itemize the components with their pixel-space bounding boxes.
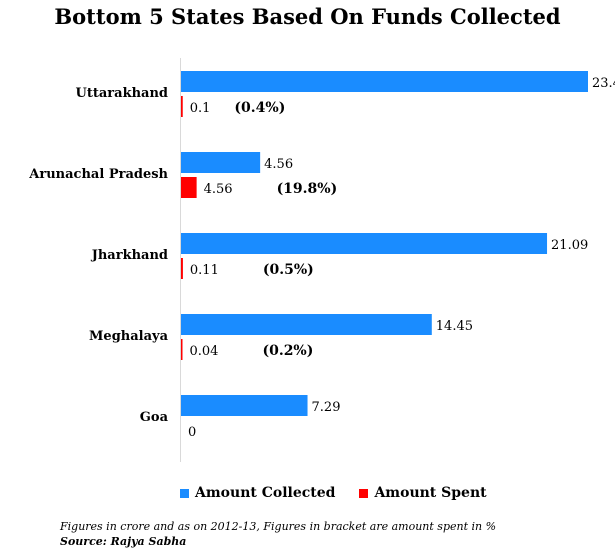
- category-label: Jharkhand: [91, 248, 168, 263]
- percent-label-spent: (0.2%): [262, 343, 313, 359]
- data-label-spent: 0.11: [190, 263, 219, 278]
- chart-title: Bottom 5 States Based On Funds Collected: [54, 4, 561, 29]
- bar-amount-collected: [181, 395, 308, 416]
- data-label-collected: 7.29: [312, 400, 341, 415]
- category-label: Arunachal Pradesh: [28, 167, 168, 182]
- bar-amount-spent: [181, 96, 183, 117]
- bar-amount-spent: [181, 258, 183, 279]
- legend-swatch-collected: [180, 488, 189, 498]
- legend: Amount Collected Amount Spent: [180, 485, 487, 501]
- data-label-collected: 21.09: [551, 238, 588, 253]
- legend-label-spent: Amount Spent: [374, 485, 487, 501]
- percent-label-spent: (0.4%): [234, 100, 285, 116]
- data-label-spent: 0.1: [190, 101, 211, 116]
- bar-amount-spent: [181, 177, 197, 198]
- legend-item-spent: Amount Spent: [359, 485, 487, 501]
- footnote: Figures in crore and as on 2012-13, Figu…: [60, 520, 497, 533]
- bar-amount-collected: [181, 71, 588, 92]
- percent-label-spent: (19.8%): [277, 181, 338, 197]
- data-label-collected: 23.45: [592, 76, 615, 91]
- data-label-spent: 0: [188, 425, 196, 440]
- category-label: Meghalaya: [89, 329, 169, 344]
- legend-swatch-spent: [359, 488, 369, 498]
- data-label-collected: 4.56: [264, 157, 293, 172]
- chart-marks: Uttarakhand 23.45 0.1 (0.4%) Arunachal Prade…: [28, 71, 615, 440]
- legend-label-collected: Amount Collected: [195, 485, 336, 501]
- bar-amount-collected: [181, 152, 261, 173]
- percent-label-spent: (0.5%): [263, 262, 314, 278]
- category-label: Goa: [140, 410, 169, 425]
- source-note: Source: Rajya Sabha: [60, 535, 187, 548]
- legend-item-collected: Amount Collected: [180, 485, 335, 501]
- bar-amount-spent: [181, 339, 183, 360]
- data-label-spent: 0.04: [190, 344, 219, 359]
- category-label: Uttarakhand: [76, 86, 168, 101]
- data-label-spent: 4.56: [204, 182, 233, 197]
- bar-amount-collected: [181, 314, 432, 335]
- bar-amount-collected: [181, 233, 548, 254]
- data-label-collected: 14.45: [436, 319, 473, 334]
